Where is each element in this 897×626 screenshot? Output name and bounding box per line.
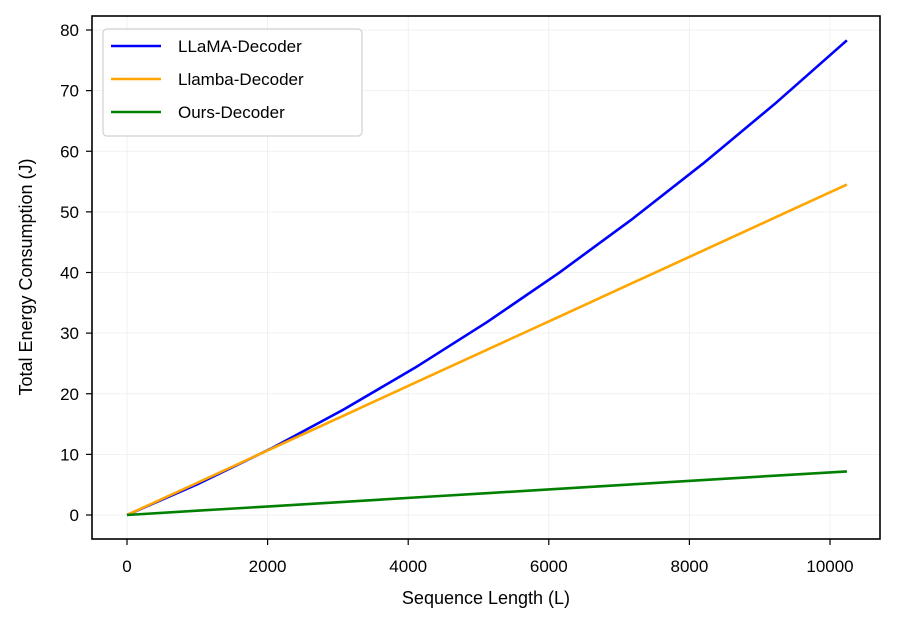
grid-lines — [92, 16, 880, 539]
plot-series — [126, 39, 848, 517]
x-tick-label: 2000 — [249, 557, 287, 576]
legend-label: Llamba-Decoder — [178, 70, 304, 89]
y-tick-label: 0 — [70, 506, 79, 525]
series-line-ours-decoder — [126, 470, 847, 517]
y-tick-label: 20 — [60, 385, 79, 404]
legend-box — [102, 28, 363, 137]
y-tick-label: 70 — [60, 82, 79, 101]
x-tick-label: 10000 — [806, 557, 853, 576]
y-tick-label: 60 — [60, 142, 79, 161]
axes-frame — [91, 15, 881, 540]
x-axis-label: Sequence Length (L) — [402, 588, 570, 608]
y-tick-label: 80 — [60, 21, 79, 40]
y-axis-ticks: 0 10 20 30 40 50 60 70 80 — [60, 21, 92, 525]
x-tick-label: 6000 — [530, 557, 568, 576]
legend: LLaMA-Decoder Llamba-Decoder Ours-Decoder — [102, 28, 363, 137]
y-axis-label: Total Energy Consumption (J) — [16, 158, 36, 395]
x-tick-label: 0 — [122, 557, 131, 576]
legend-label: Ours-Decoder — [178, 103, 285, 122]
x-axis-ticks: 0 2000 4000 6000 8000 10000 — [122, 539, 854, 576]
x-tick-label: 4000 — [389, 557, 427, 576]
y-tick-label: 10 — [60, 445, 79, 464]
series-line-llamba-decoder — [126, 183, 848, 517]
legend-label: LLaMA-Decoder — [178, 37, 302, 56]
y-tick-label: 50 — [60, 203, 79, 222]
y-tick-label: 30 — [60, 324, 79, 343]
x-tick-label: 8000 — [670, 557, 708, 576]
y-tick-label: 40 — [60, 264, 79, 283]
